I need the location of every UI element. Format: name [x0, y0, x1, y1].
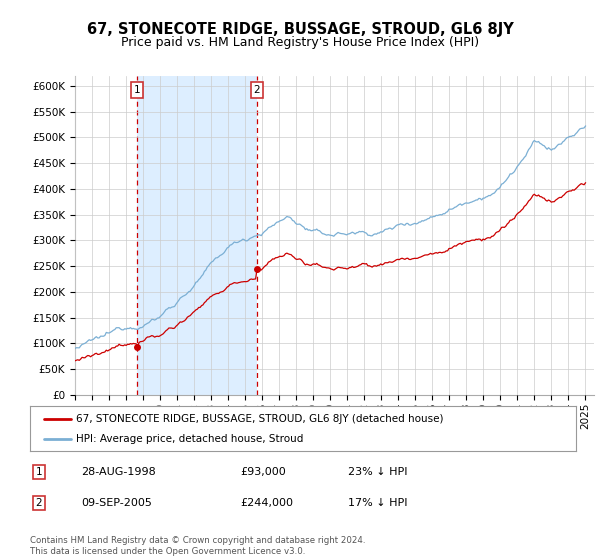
Text: HPI: Average price, detached house, Stroud: HPI: Average price, detached house, Stro…: [76, 434, 304, 444]
Text: £93,000: £93,000: [240, 467, 286, 477]
Text: 1: 1: [35, 467, 43, 477]
Text: 09-SEP-2005: 09-SEP-2005: [81, 498, 152, 508]
Text: Contains HM Land Registry data © Crown copyright and database right 2024.
This d: Contains HM Land Registry data © Crown c…: [30, 536, 365, 556]
Text: 2: 2: [35, 498, 43, 508]
Text: 2: 2: [254, 85, 260, 95]
Text: 67, STONECOTE RIDGE, BUSSAGE, STROUD, GL6 8JY (detached house): 67, STONECOTE RIDGE, BUSSAGE, STROUD, GL…: [76, 413, 444, 423]
Text: 67, STONECOTE RIDGE, BUSSAGE, STROUD, GL6 8JY: 67, STONECOTE RIDGE, BUSSAGE, STROUD, GL…: [86, 22, 514, 38]
Text: £244,000: £244,000: [240, 498, 293, 508]
Text: 1: 1: [134, 85, 140, 95]
Text: 17% ↓ HPI: 17% ↓ HPI: [348, 498, 407, 508]
Text: Price paid vs. HM Land Registry's House Price Index (HPI): Price paid vs. HM Land Registry's House …: [121, 36, 479, 49]
Text: 23% ↓ HPI: 23% ↓ HPI: [348, 467, 407, 477]
Bar: [137, 76, 257, 395]
Text: 28-AUG-1998: 28-AUG-1998: [81, 467, 156, 477]
